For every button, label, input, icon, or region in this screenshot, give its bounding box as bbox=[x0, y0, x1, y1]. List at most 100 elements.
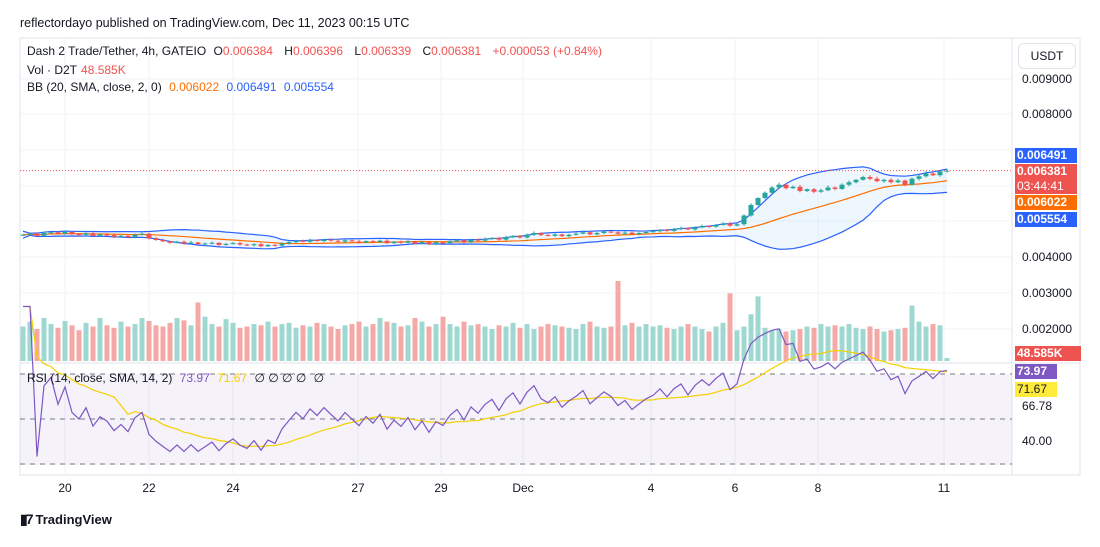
volume-bar bbox=[440, 316, 446, 361]
h-label: H bbox=[284, 44, 293, 58]
volume-bar bbox=[475, 324, 481, 361]
volume-bar bbox=[307, 326, 313, 361]
volume-bar bbox=[412, 317, 418, 361]
volume-bar bbox=[188, 325, 194, 361]
volume-bar bbox=[755, 296, 761, 361]
symbol-legend: Dash 2 Trade/Tether, 4h, GATEIO O0.00638… bbox=[27, 44, 606, 58]
candle-body bbox=[552, 234, 558, 236]
countdown-tag: 03:44:41 bbox=[1015, 179, 1077, 194]
date-tick: 4 bbox=[647, 481, 655, 495]
volume-bar bbox=[90, 326, 96, 361]
volume-bar bbox=[398, 326, 404, 361]
candle-body bbox=[391, 241, 397, 244]
candle-body bbox=[797, 186, 803, 191]
rsi-label: RSI (14, close, SMA, 14, 2) bbox=[27, 371, 173, 385]
candle-body bbox=[27, 233, 33, 235]
volume-bar bbox=[104, 325, 110, 361]
bb-basis-tag: 0.006022 bbox=[1015, 195, 1077, 210]
candle-body bbox=[279, 243, 285, 246]
bb-lower-value: 0.005554 bbox=[283, 80, 334, 94]
volume-value: 48.585K bbox=[81, 63, 126, 77]
volume-bar bbox=[937, 325, 943, 361]
candle-body bbox=[468, 239, 474, 243]
volume-bar bbox=[713, 326, 719, 361]
tradingview-logo[interactable]: ▮7 TradingView bbox=[20, 511, 112, 528]
candle-body bbox=[930, 173, 936, 176]
volume-bar bbox=[496, 325, 502, 361]
volume-bar bbox=[272, 326, 278, 361]
candle-body bbox=[454, 240, 460, 242]
c-label: C bbox=[422, 44, 432, 58]
candle-body bbox=[104, 234, 110, 236]
candle-body bbox=[216, 242, 222, 245]
candle-body bbox=[545, 235, 551, 237]
candle-body bbox=[734, 224, 740, 226]
volume-bar bbox=[132, 324, 138, 361]
volume-bar bbox=[867, 326, 873, 361]
candle-body bbox=[314, 240, 320, 242]
candle-body bbox=[244, 244, 250, 246]
volume-bar bbox=[55, 327, 61, 361]
volume-bar bbox=[923, 326, 929, 361]
candle-body bbox=[363, 241, 369, 243]
rsi-ma-line bbox=[23, 305, 948, 448]
volume-bar bbox=[27, 321, 33, 361]
volume-bar bbox=[636, 326, 642, 361]
volume-bar bbox=[195, 302, 201, 361]
volume-bar bbox=[916, 321, 922, 361]
candle-body bbox=[580, 232, 586, 234]
candle-body bbox=[902, 180, 908, 185]
candle-body bbox=[475, 239, 481, 241]
candle-body bbox=[804, 189, 810, 191]
candle-body bbox=[531, 233, 537, 235]
volume-bar bbox=[545, 324, 551, 361]
candle-body bbox=[188, 242, 194, 244]
volume-bar bbox=[314, 322, 320, 361]
volume-bar bbox=[391, 322, 397, 361]
candle-body bbox=[293, 240, 299, 243]
candle-body bbox=[223, 243, 229, 245]
candle-body bbox=[657, 229, 663, 232]
volume-bar bbox=[328, 326, 334, 361]
volume-bar bbox=[342, 325, 348, 361]
candle-body bbox=[538, 233, 544, 236]
volume-bar bbox=[944, 358, 950, 361]
candle-body bbox=[895, 180, 901, 183]
bb-basis-value: 0.006022 bbox=[169, 80, 220, 94]
volume-bar bbox=[762, 327, 768, 361]
candle-body bbox=[139, 233, 145, 235]
currency-button[interactable]: USDT bbox=[1018, 43, 1076, 69]
candle-body bbox=[237, 243, 243, 245]
candle-body bbox=[573, 233, 579, 235]
volume-bar bbox=[146, 321, 152, 361]
candle-body bbox=[300, 240, 306, 242]
volume-bar bbox=[293, 327, 299, 361]
volume-bar bbox=[384, 321, 390, 361]
candle-body bbox=[118, 235, 124, 237]
volume-bar bbox=[48, 324, 54, 361]
candle-body bbox=[566, 234, 572, 237]
candle-body bbox=[699, 226, 705, 228]
volume-bar bbox=[405, 325, 411, 361]
candle-body bbox=[853, 179, 859, 183]
ohlc-h: H0.006396 bbox=[284, 44, 347, 58]
o-value: 0.006384 bbox=[222, 44, 273, 58]
candle-body bbox=[860, 177, 866, 180]
candle-body bbox=[881, 179, 887, 182]
price-tick: 0.003000 bbox=[1022, 286, 1073, 300]
candle-body bbox=[76, 234, 82, 236]
l-value: 0.006339 bbox=[361, 44, 412, 58]
date-tick: 20 bbox=[58, 481, 72, 495]
l-label: L bbox=[354, 44, 362, 58]
volume-bar bbox=[909, 305, 915, 361]
price-tick: 0.009000 bbox=[1022, 72, 1073, 86]
candle-body bbox=[916, 176, 922, 179]
volume-bar bbox=[139, 317, 145, 361]
volume-bar bbox=[209, 324, 215, 361]
volume-bar bbox=[482, 326, 488, 361]
candle-body bbox=[146, 233, 152, 239]
candle-body bbox=[251, 244, 257, 246]
candle-body bbox=[419, 242, 425, 244]
volume-bar bbox=[692, 326, 698, 361]
